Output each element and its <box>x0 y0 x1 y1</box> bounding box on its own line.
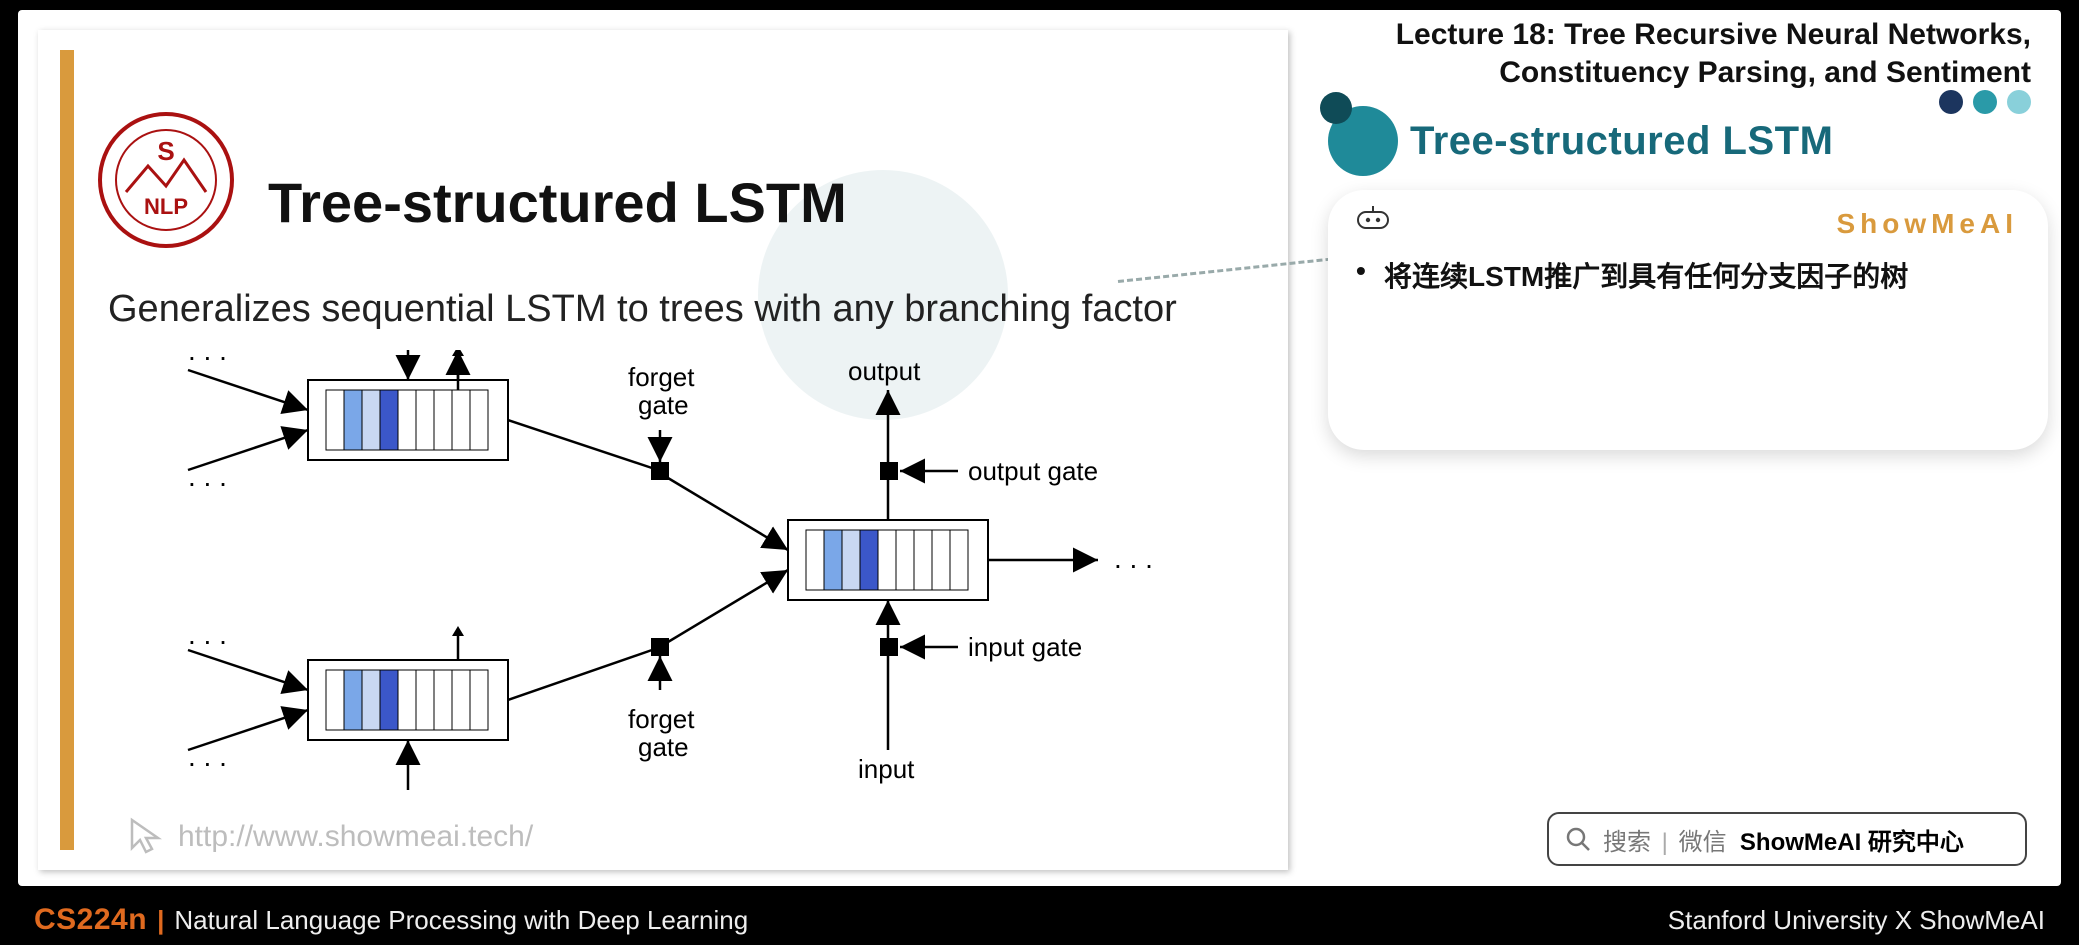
annotation-card: ShowMeAI 将连续LSTM推广到具有任何分支因子的树 <box>1328 190 2048 450</box>
footer-pipe: | <box>157 905 164 936</box>
card-list: 将连续LSTM推广到具有任何分支因子的树 <box>1356 255 2020 295</box>
search-mid: 微信 <box>1679 829 1727 856</box>
logo-top-text: S <box>157 136 174 166</box>
search-icon <box>1565 826 1591 852</box>
forget-gate-label-2: forget <box>628 704 695 734</box>
output-label: output <box>848 356 921 386</box>
slide-panel: S NLP Tree-structured LSTM Generalizes s… <box>38 30 1288 870</box>
stanford-nlp-logo: S NLP <box>96 110 236 250</box>
dot-3 <box>2007 90 2031 114</box>
search-text: 搜索 | 微信 ShowMeAI 研究中心 <box>1603 822 1964 857</box>
search-sep: | <box>1662 829 1668 856</box>
dot-2 <box>1973 90 1997 114</box>
footer-bar: CS224n | Natural Language Processing wit… <box>0 895 2079 945</box>
footer-right-a: Stanford University <box>1668 905 1888 935</box>
forget-gate-label-1: forget <box>628 362 695 392</box>
lecture-line2: Constituency Parsing, and Sentiment <box>1396 54 2031 92</box>
dots-label: . . . <box>188 619 227 650</box>
slide-accent-bar <box>60 50 74 850</box>
dot-1 <box>1939 90 1963 114</box>
course-code: CS224n <box>34 903 147 937</box>
robot-icon <box>1356 206 1390 230</box>
footer-right: Stanford University X ShowMeAI <box>1668 905 2045 936</box>
topic-title: Tree-structured LSTM <box>1410 119 1833 164</box>
forget-gate-label-1b: gate <box>638 390 689 420</box>
card-brand: ShowMeAI <box>1836 208 2018 240</box>
footer-right-x: X <box>1895 905 1912 935</box>
lecture-line1: Lecture 18: Tree Recursive Neural Networ… <box>1396 16 2031 54</box>
input-label: input <box>858 754 915 784</box>
dots-label: . . . <box>188 461 227 492</box>
course-subtitle: Natural Language Processing with Deep Le… <box>174 905 748 936</box>
input-gate-label: input gate <box>968 632 1082 662</box>
search-bar[interactable]: 搜索 | 微信 ShowMeAI 研究中心 <box>1547 812 2027 866</box>
header-dots <box>1939 90 2031 114</box>
footer-left: CS224n | Natural Language Processing wit… <box>34 903 748 937</box>
dots-label: . . . <box>1114 543 1153 574</box>
dots-label: . . . <box>188 741 227 772</box>
cursor-icon <box>124 814 168 858</box>
forget-gate-label-2b: gate <box>638 732 689 762</box>
topic-bullet-icon <box>1328 106 1398 176</box>
tree-lstm-diagram: . . . . . . . . . . . . forget gate forg… <box>128 350 1228 830</box>
search-bold: ShowMeAI 研究中心 <box>1740 829 1964 856</box>
slide-url: http://www.showmeai.tech/ <box>178 820 533 854</box>
topic-bullet-small <box>1320 92 1352 124</box>
topic-row: Tree-structured LSTM <box>1328 106 1833 176</box>
lecture-title: Lecture 18: Tree Recursive Neural Networ… <box>1396 16 2031 91</box>
slide-subtitle: Generalizes sequential LSTM to trees wit… <box>108 288 1177 331</box>
logo-bottom-text: NLP <box>144 194 188 219</box>
canvas: S NLP Tree-structured LSTM Generalizes s… <box>18 10 2061 886</box>
output-gate-label: output gate <box>968 456 1098 486</box>
search-prefix: 搜索 <box>1603 829 1651 856</box>
footer-right-b: ShowMeAI <box>1919 905 2045 935</box>
dots-label: . . . <box>188 350 227 366</box>
card-bullet-1: 将连续LSTM推广到具有任何分支因子的树 <box>1356 255 2020 295</box>
slide-title: Tree-structured LSTM <box>268 170 847 235</box>
